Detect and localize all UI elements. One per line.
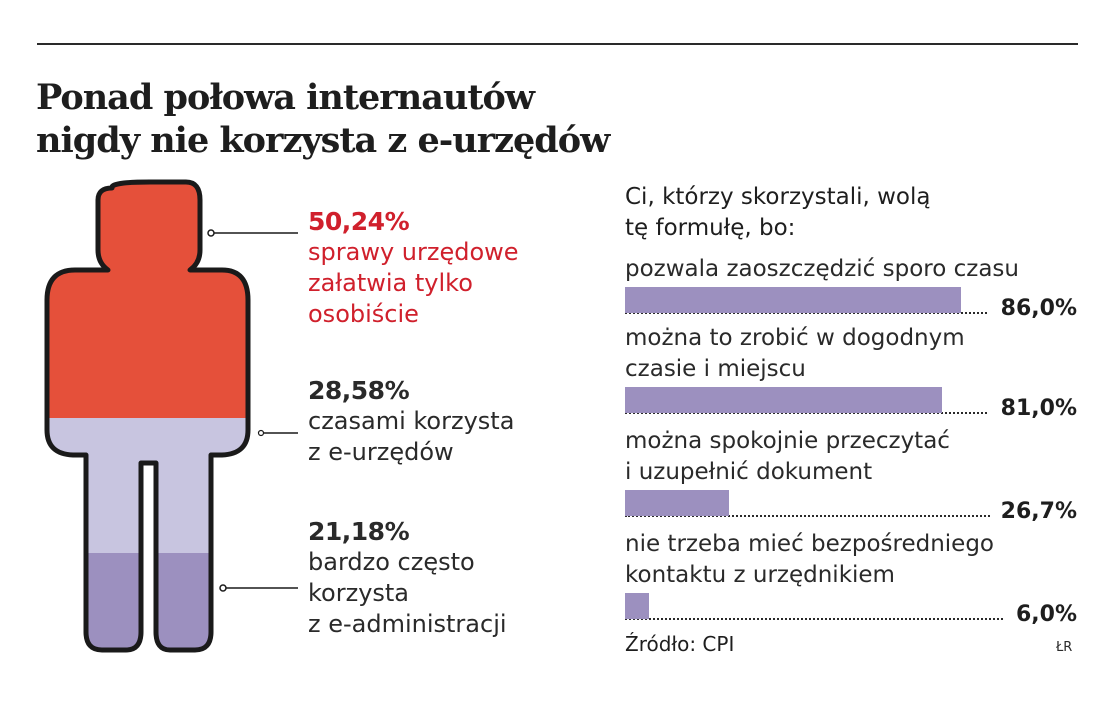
callout-desc-line: z e-administracji (308, 610, 507, 638)
source-note: Źródło: CPI (625, 632, 735, 656)
title-line-1: Ponad połowa internautów (36, 77, 535, 118)
bar-value: 86,0% (1000, 296, 1077, 321)
reasons-heading-line: tę formułę, bo: (625, 215, 796, 241)
reason-label: czasie i miejscu (625, 356, 806, 382)
author-credit: ŁR (1056, 640, 1073, 655)
callout-pct: 50,24% (308, 207, 410, 236)
dotted-leader (625, 515, 990, 517)
segment-dark-purple (47, 553, 248, 650)
reason-item-3: można spokojnie przeczytać i uzupełnić d… (625, 426, 1077, 524)
callout-desc-line: sprawy urzędowe (308, 238, 519, 266)
dotted-leader (625, 412, 987, 414)
reasons-heading-line: Ci, którzy skorzystali, wolą (625, 184, 931, 210)
callout-segment-2: 28,58% czasami korzysta z e-urzędów (308, 375, 514, 468)
callout-desc-line: załatwia tylko (308, 269, 473, 297)
bar (625, 387, 942, 413)
reasons-heading: Ci, którzy skorzystali, wolą tę formułę,… (625, 182, 931, 244)
human-figure-chart (0, 0, 298, 718)
bar-value: 26,7% (1000, 499, 1077, 524)
top-rule (37, 43, 1078, 45)
callout-segment-3: 21,18% bardzo często korzysta z e-admini… (308, 516, 507, 640)
leader-line-2 (257, 429, 298, 437)
dotted-leader (625, 618, 1003, 620)
bar (625, 287, 961, 313)
leader-line-3 (219, 584, 298, 592)
callout-desc-line: czasami korzysta (308, 407, 515, 435)
callout-segment-1: 50,24% sprawy urzędowe załatwia tylko os… (308, 206, 519, 330)
bar (625, 490, 729, 516)
bar (625, 593, 649, 619)
bar-row: 6,0% (625, 591, 1077, 627)
reason-label: kontaktu z urzędnikiem (625, 562, 895, 588)
title-line-2: nigdy nie korzysta z e-urzędów (36, 120, 610, 161)
reason-label: nie trzeba mieć bezpośredniego (625, 531, 994, 557)
segment-red (47, 182, 248, 418)
dotted-leader (625, 312, 987, 314)
callout-pct: 21,18% (308, 517, 410, 546)
callout-pct: 28,58% (308, 376, 410, 405)
reason-item-2: można to zrobić w dogodnym czasie i miej… (625, 323, 1077, 421)
segment-light-purple (47, 418, 248, 553)
callout-desc-line: z e-urzędów (308, 438, 454, 466)
reason-label: pozwala zaoszczędzić sporo czasu (625, 256, 1019, 282)
callout-desc-line: korzysta (308, 579, 410, 607)
reason-label: można to zrobić w dogodnym (625, 325, 965, 351)
page-title: Ponad połowa internautów nigdy nie korzy… (36, 76, 610, 162)
callout-desc-line: bardzo często (308, 548, 475, 576)
bar-value: 6,0% (1015, 602, 1077, 627)
callout-desc-line: osobiście (308, 300, 419, 328)
bar-row: 81,0% (625, 385, 1077, 421)
bar-value: 81,0% (1000, 396, 1077, 421)
reason-item-4: nie trzeba mieć bezpośredniego kontaktu … (625, 529, 1077, 627)
bar-row: 26,7% (625, 488, 1077, 524)
reason-label: i uzupełnić dokument (625, 459, 873, 485)
bar-row: 86,0% (625, 285, 1077, 321)
reason-item-1: pozwala zaoszczędzić sporo czasu 86,0% (625, 254, 1077, 321)
leader-line-1 (207, 229, 298, 237)
reason-label: można spokojnie przeczytać (625, 428, 950, 454)
